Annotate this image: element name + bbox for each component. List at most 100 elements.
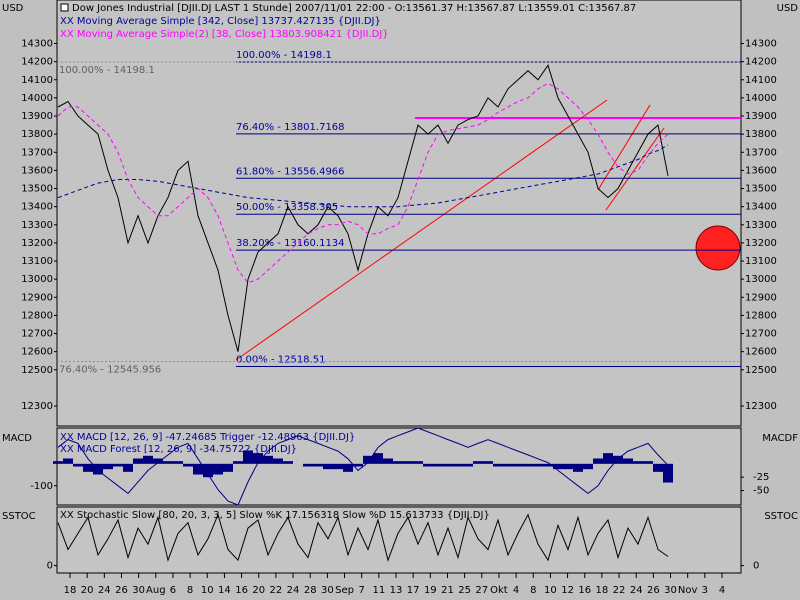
stoch-label: SSTOC — [2, 511, 36, 522]
forest-bar — [623, 458, 633, 464]
x-tick-label: 24 — [630, 585, 643, 596]
y2-tick-label: -25 — [753, 472, 769, 483]
fib-left-label: 100.00% - 14198.1 — [59, 65, 155, 76]
y2-tick-label: 13100 — [745, 256, 777, 267]
forest-bar — [133, 458, 143, 464]
x-tick-label: 6 — [170, 585, 176, 596]
y2-tick-label: 14200 — [745, 57, 777, 68]
marker-circle — [695, 225, 741, 271]
y-tick-label: 13300 — [21, 220, 53, 231]
y-tick-label: 13900 — [21, 111, 53, 122]
forest-bar — [503, 463, 513, 467]
x-tick-label: 28 — [304, 585, 317, 596]
x-tick-label: 22 — [270, 585, 283, 596]
y2-tick-label: 0 — [753, 561, 759, 572]
x-tick-label: 30 — [321, 585, 334, 596]
stoch-panel — [56, 506, 742, 574]
forest-bar — [393, 461, 403, 464]
x-tick-label: 20 — [81, 585, 94, 596]
y-tick-label: 12800 — [21, 310, 53, 321]
forest-bar — [183, 463, 193, 467]
x-tick-label: 19 — [424, 585, 437, 596]
y-tick-label: 13800 — [21, 129, 53, 140]
y-tick-label: 13500 — [21, 184, 53, 195]
x-tick-label: 16 — [578, 585, 591, 596]
x-tick-label: 16 — [235, 585, 248, 596]
y-tick-label: 14300 — [21, 39, 53, 50]
y2-tick-label: 13800 — [745, 129, 777, 140]
forest-bar — [223, 463, 233, 472]
x-tick-label: 24 — [287, 585, 300, 596]
forest-bar — [473, 461, 483, 464]
y2-tick-label: 14000 — [745, 93, 777, 104]
y2-tick-label: 13500 — [745, 184, 777, 195]
x-tick-label: 21 — [441, 585, 454, 596]
macdf-label: MACDF — [762, 433, 798, 444]
unit-left: USD — [2, 3, 24, 14]
forest-bar — [433, 463, 443, 467]
forest-bar — [283, 461, 293, 464]
x-tick-label: 25 — [458, 585, 471, 596]
y-tick-label: 12700 — [21, 329, 53, 340]
forest-bar — [193, 463, 203, 475]
x-tick-label: 30 — [132, 585, 145, 596]
unit-right: USD — [777, 3, 799, 14]
forest-bar — [253, 453, 263, 464]
forest-bar — [603, 453, 613, 464]
y2-tick-label: 12300 — [745, 401, 777, 412]
y-tick-label: 14000 — [21, 93, 53, 104]
forest-bar — [303, 463, 313, 467]
forest-bar — [353, 463, 363, 467]
forest-bar — [343, 463, 353, 472]
forest-bar — [643, 461, 653, 464]
y-tick-label: 13400 — [21, 202, 53, 213]
y2-tick-label: 13700 — [745, 147, 777, 158]
forest-bar — [363, 455, 373, 464]
trend-line — [235, 99, 608, 361]
chart-title: Dow Jones Industrial [DJII.DJ LAST 1 Stu… — [72, 3, 636, 14]
forest-bar — [463, 463, 473, 467]
forest-bar — [423, 463, 433, 467]
legend-ma38: XX Moving Average Simple(2) [38, Close] … — [60, 29, 389, 40]
forest-bar — [93, 463, 103, 475]
price-line — [57, 64, 669, 352]
y2-tick-label: 13900 — [745, 111, 777, 122]
y-tick-label: 12900 — [21, 292, 53, 303]
forest-bar — [313, 463, 323, 467]
fib-label: 0.00% - 12518.51 — [236, 354, 325, 365]
forest-bar — [533, 463, 543, 467]
forest-bar — [63, 458, 73, 464]
y-tick-label: 13700 — [21, 147, 53, 158]
forest-bar — [123, 463, 133, 472]
x-tick-label: 3 — [702, 585, 708, 596]
fib-label: 61.80% - 13556.4966 — [236, 166, 345, 177]
y-tick-label: 13100 — [21, 256, 53, 267]
y-tick-label: 12300 — [21, 401, 53, 412]
forest-bar — [613, 455, 623, 464]
x-tick-label: 4 — [513, 585, 519, 596]
legend-ma342: XX Moving Average Simple [342, Close] 13… — [60, 16, 381, 27]
x-tick-label: 17 — [407, 585, 420, 596]
forest-bar — [653, 463, 663, 472]
x-tick-label: Aug — [146, 585, 166, 596]
x-tick-label: Nov — [678, 585, 698, 596]
forest-bar — [333, 463, 343, 470]
y-tick-label: 12600 — [21, 347, 53, 358]
stoch-label-right: SSTOC — [764, 511, 798, 522]
y2-tick-label: 13300 — [745, 220, 777, 231]
fib-left-label: 76.40% - 12545.956 — [59, 364, 161, 375]
x-tick-label: 4 — [719, 585, 725, 596]
forest-bar — [243, 450, 253, 464]
y-tick-label: 13600 — [21, 165, 53, 176]
x-tick-label: 14 — [218, 585, 231, 596]
y2-tick-label: 12600 — [745, 347, 777, 358]
forest-bar — [233, 461, 243, 464]
y2-tick-label: 12800 — [745, 310, 777, 321]
legend-stoch: XX Stochastic Slow [80, 20, 3, 3, 5] Slo… — [60, 510, 490, 521]
x-tick-label: 18 — [596, 585, 609, 596]
macd-panel — [56, 427, 742, 506]
y-tick-label: -100 — [30, 481, 53, 492]
forest-bar — [73, 463, 83, 467]
x-tick-label: 26 — [115, 585, 128, 596]
x-tick-label: 8 — [530, 585, 536, 596]
